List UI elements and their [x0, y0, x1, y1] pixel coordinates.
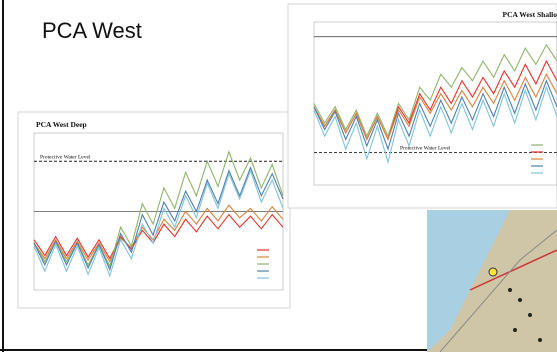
protective-level-label: Protective Water Level — [400, 145, 451, 151]
chart-title: PCA West Shallo — [503, 10, 557, 19]
slide: PCA West PCA West Deep Protective Water L… — [0, 0, 557, 352]
map-marker — [508, 288, 512, 292]
chart-frame — [288, 4, 557, 208]
map-marker — [538, 338, 542, 342]
map — [427, 210, 557, 352]
map-marker — [513, 328, 517, 332]
map-marker — [528, 313, 532, 317]
protective-level-label: Protective Water Level — [40, 154, 91, 160]
page: PCA West PCA West Deep Protective Water L… — [0, 0, 557, 352]
map-marker — [489, 268, 497, 276]
slide-title: PCA West — [42, 18, 142, 43]
chart-title: PCA West Deep — [36, 120, 87, 129]
map-marker — [518, 298, 522, 302]
